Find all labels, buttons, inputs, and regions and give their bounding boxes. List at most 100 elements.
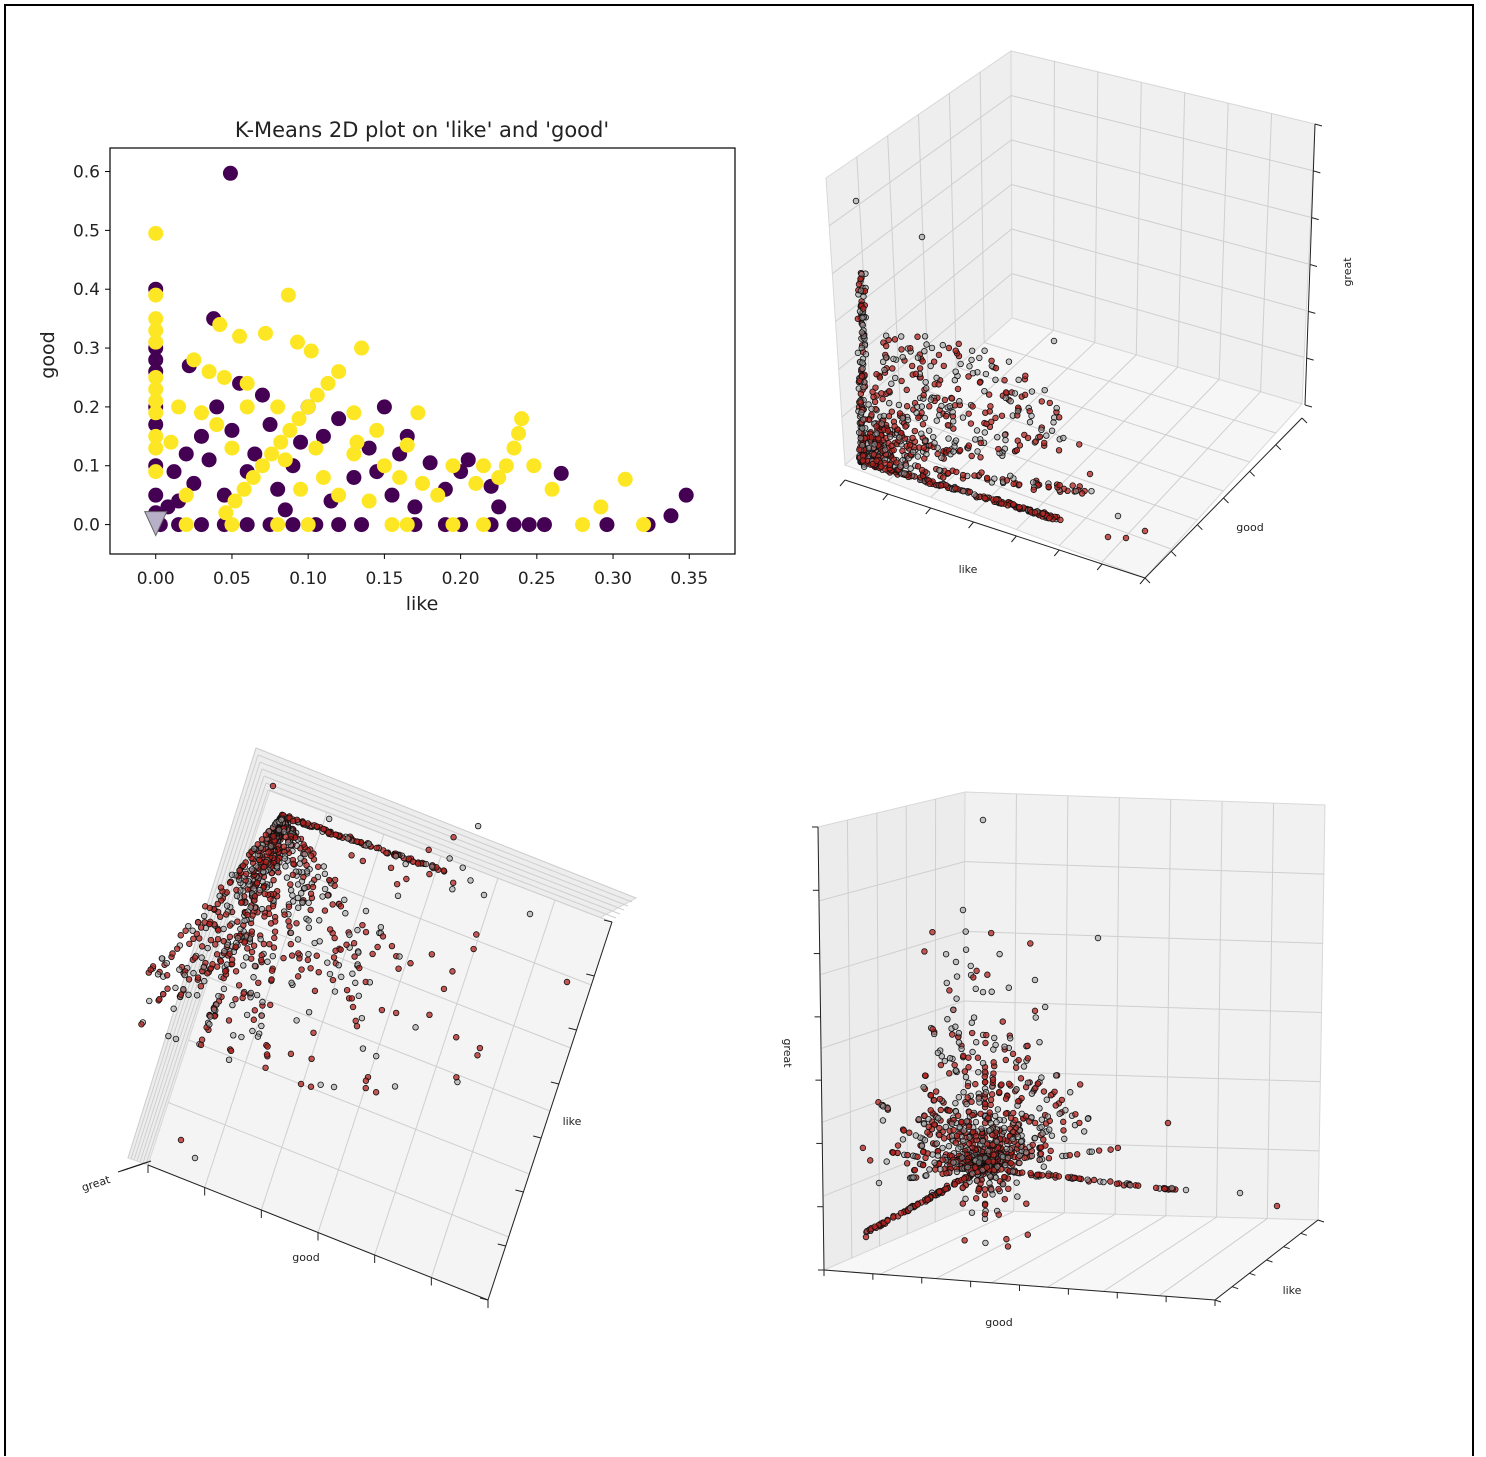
gray-point: [920, 1084, 927, 1091]
gray-point: [999, 1181, 1007, 1188]
red-point: [870, 451, 877, 458]
y-tick-label: 0.2: [73, 398, 100, 418]
red-point: [961, 1237, 968, 1244]
red-point: [981, 1201, 989, 1209]
gray-point: [982, 370, 990, 378]
z-axis-label: great: [781, 1038, 794, 1068]
red-point: [884, 1217, 891, 1224]
red-point: [919, 1148, 927, 1156]
gray-point: [933, 417, 940, 424]
red-point: [972, 1080, 979, 1088]
axis-tick: [1249, 1272, 1256, 1276]
axis-tick: [1301, 417, 1308, 424]
red-point: [952, 1139, 959, 1146]
red-point: [914, 333, 921, 340]
gray-point: [860, 463, 868, 470]
red-point: [1024, 1042, 1031, 1050]
red-point: [995, 445, 1002, 453]
red-point: [1114, 1144, 1122, 1152]
gray-point: [1026, 418, 1034, 426]
red-point: [990, 1151, 997, 1159]
red-point: [952, 485, 959, 492]
gray-point: [879, 1103, 887, 1110]
gray-point: [873, 430, 881, 437]
gray-point: [1236, 1189, 1244, 1197]
red-point: [1076, 441, 1083, 448]
gray-point: [1014, 1193, 1021, 1200]
axis-tick: [1196, 524, 1203, 531]
red-point: [921, 1072, 929, 1079]
cluster-1-point: [148, 287, 164, 303]
red-point: [969, 1111, 976, 1119]
red-point: [919, 1161, 927, 1169]
red-point: [982, 1039, 989, 1047]
gray-point: [962, 1073, 970, 1081]
red-point: [1041, 439, 1048, 447]
3d-panes: [825, 50, 1323, 585]
cluster-0-point: [346, 470, 362, 486]
gray-point: [975, 1068, 982, 1076]
x-ticks: 0.00 0.05 0.10 0.15 0.20 0.25 0.30 0.35: [137, 554, 708, 589]
gray-point: [944, 1015, 951, 1023]
gray-point: [982, 1239, 989, 1247]
gray-point: [972, 436, 979, 443]
axis-tick: [1096, 563, 1103, 571]
gray-point: [918, 1142, 926, 1149]
axis-tick: [1214, 1299, 1222, 1303]
gray-point: [899, 414, 906, 422]
cluster-0-point: [239, 517, 255, 533]
gray-point: [1031, 976, 1039, 984]
red-point: [977, 1110, 984, 1117]
red-point: [1037, 1144, 1045, 1151]
gray-point: [878, 420, 885, 427]
cluster-0-point: [285, 517, 301, 533]
red-point: [937, 1061, 945, 1069]
gray-point: [993, 1119, 1000, 1126]
gray-point: [923, 341, 930, 348]
cluster-1-point: [349, 434, 365, 450]
red-point: [924, 1129, 931, 1136]
red-point: [1056, 414, 1063, 421]
cluster-0-point: [277, 502, 293, 518]
cluster-1-point: [308, 440, 324, 456]
red-point: [909, 434, 916, 442]
red-point: [995, 1088, 1003, 1096]
gray-point: [956, 398, 963, 405]
cluster-0-point: [422, 455, 438, 471]
gray-point: [1014, 407, 1022, 415]
red-point: [940, 362, 948, 370]
gray-point: [982, 1088, 990, 1096]
red-point: [965, 442, 972, 449]
gray-point: [959, 414, 967, 421]
red-point: [919, 358, 926, 365]
red-point: [985, 1158, 992, 1165]
red-point: [1016, 442, 1024, 449]
gray-point: [992, 1041, 999, 1049]
gray-point: [923, 385, 930, 392]
gray-point: [951, 377, 959, 384]
red-point: [882, 342, 890, 350]
gray-point: [882, 354, 890, 361]
red-point: [977, 454, 984, 461]
red-point: [1152, 1184, 1160, 1192]
gray-point: [1038, 1116, 1046, 1123]
cluster-1-point: [445, 458, 461, 474]
cluster-1-point: [346, 405, 362, 421]
axis-line: [844, 479, 1146, 579]
cluster-1-point: [575, 517, 591, 533]
red-point: [998, 412, 1006, 419]
cluster-1-point: [636, 517, 652, 533]
axis-tick: [1283, 1246, 1290, 1250]
red-point: [936, 1124, 943, 1132]
cluster-1-point: [331, 364, 347, 380]
gray-point: [958, 1154, 966, 1161]
red-point: [929, 1025, 936, 1033]
x-tick-label: 0.35: [670, 569, 708, 589]
gray-point: [931, 1159, 938, 1166]
gray-point: [868, 405, 875, 413]
gray-point: [862, 351, 870, 358]
gray-point: [971, 491, 978, 498]
red-point: [1058, 1096, 1066, 1104]
gray-point: [859, 425, 866, 432]
cluster-0-point: [201, 452, 217, 468]
